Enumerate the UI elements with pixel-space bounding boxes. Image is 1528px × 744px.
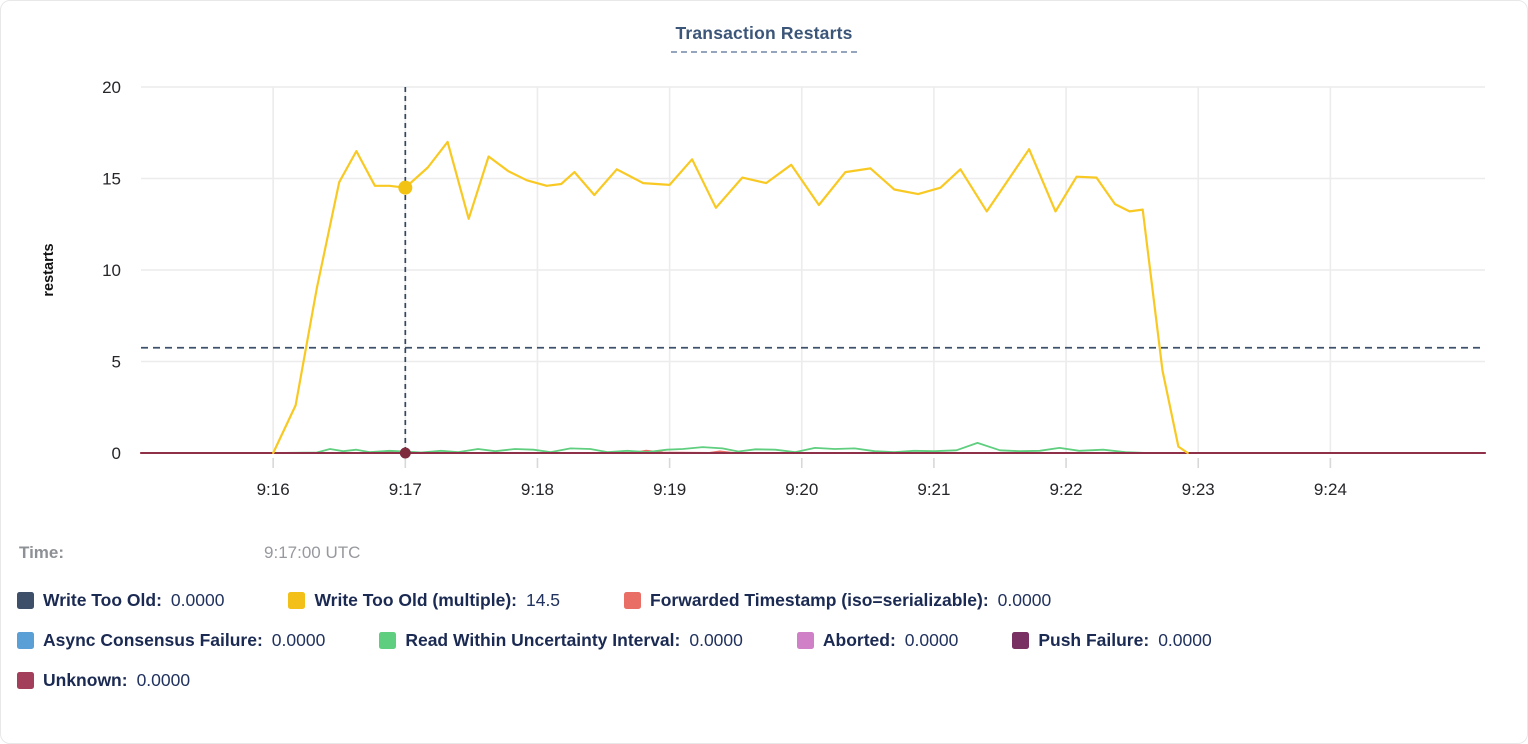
legend: Write Too Old: 0.0000 Write Too Old (multi… (1, 567, 1527, 691)
legend-value: 14.5 (525, 590, 561, 610)
x-tick-label: 9:21 (917, 480, 950, 499)
legend-value: 0.0000 (689, 630, 743, 650)
legend-item-write-too-old[interactable]: Write Too Old: 0.0000 (17, 590, 224, 611)
time-label: Time: (19, 543, 65, 562)
legend-value: 0.0000 (1158, 630, 1212, 650)
legend-label: Forwarded Timestamp (iso=serializable): (650, 590, 989, 610)
legend-item-forwarded-timestamp[interactable]: Forwarded Timestamp (iso=serializable): 0… (624, 590, 1051, 611)
legend-item-async-consensus-failure[interactable]: Async Consensus Failure: 0.0000 (17, 630, 325, 651)
y-tick-label: 5 (112, 353, 121, 372)
y-tick-label: 0 (112, 444, 121, 463)
time-row: Time: 9:17:00 UTC (1, 525, 1527, 567)
legend-item-unknown[interactable]: Unknown: 0.0000 (17, 670, 190, 691)
legend-label: Aborted: (822, 630, 896, 650)
series-line (272, 441, 1486, 454)
x-tick-label: 9:16 (257, 480, 290, 499)
legend-swatch-icon (1012, 632, 1030, 649)
time-value: 9:17:00 UTC (264, 543, 361, 562)
legend-label: Async Consensus Failure: (43, 630, 263, 650)
crosshair-dot (398, 180, 413, 195)
legend-row: Async Consensus Failure: 0.0000 Read Withi… (17, 630, 1527, 651)
legend-label: Write Too Old (multiple): (314, 590, 517, 610)
legend-label: Unknown: (43, 670, 128, 690)
legend-value: 0.0000 (271, 630, 326, 650)
legend-item-push-failure[interactable]: Push Failure: 0.0000 (1012, 630, 1212, 651)
legend-value: 0.0000 (136, 670, 191, 690)
x-tick-label: 9:22 (1050, 480, 1083, 499)
legend-label: Read Within Uncertainty Interval: (405, 630, 681, 650)
legend-row: Unknown: 0.0000 (17, 670, 1527, 691)
legend-label: Push Failure: (1038, 630, 1150, 650)
legend-item-aborted[interactable]: Aborted: 0.0000 (796, 630, 959, 651)
legend-item-write-too-old-multiple[interactable]: Write Too Old (multiple): 14.5 (288, 590, 560, 611)
x-tick-label: 9:24 (1314, 480, 1347, 499)
legend-swatch-icon (796, 632, 814, 649)
y-axis-label: restarts (41, 243, 57, 296)
crosshair-dot (399, 447, 411, 459)
legend-value: 0.0000 (904, 630, 959, 650)
chart-title[interactable]: Transaction Restarts (671, 23, 857, 53)
legend-swatch-icon (288, 592, 306, 609)
title-wrap: Transaction Restarts (1, 23, 1527, 53)
legend-row: Write Too Old: 0.0000 Write Too Old (multi… (17, 590, 1527, 611)
x-tick-label: 9:19 (653, 480, 686, 499)
x-tick-label: 9:18 (521, 480, 554, 499)
legend-item-read-within-uncertainty-interval[interactable]: Read Within Uncertainty Interval: 0.0000 (379, 630, 743, 651)
legend-swatch-icon (17, 632, 34, 649)
legend-swatch-icon (624, 592, 642, 609)
x-tick-label: 9:20 (785, 480, 818, 499)
x-tick-label: 9:23 (1182, 480, 1215, 499)
y-tick-label: 20 (102, 78, 121, 97)
x-tick-label: 9:17 (389, 480, 422, 499)
y-tick-label: 15 (102, 170, 121, 189)
legend-value: 0.0000 (170, 590, 225, 610)
legend-swatch-icon (379, 632, 397, 649)
y-tick-label: 10 (102, 261, 121, 280)
legend-swatch-icon (17, 592, 34, 609)
legend-label: Write Too Old: (43, 590, 162, 610)
legend-value: 0.0000 (997, 590, 1052, 610)
legend-swatch-icon (17, 672, 34, 689)
transaction-restarts-chart[interactable]: 0 5 10 15 20 9:16 9:17 9:18 9:19 9:20 9:21 9:22 9:23… (1, 63, 1528, 525)
